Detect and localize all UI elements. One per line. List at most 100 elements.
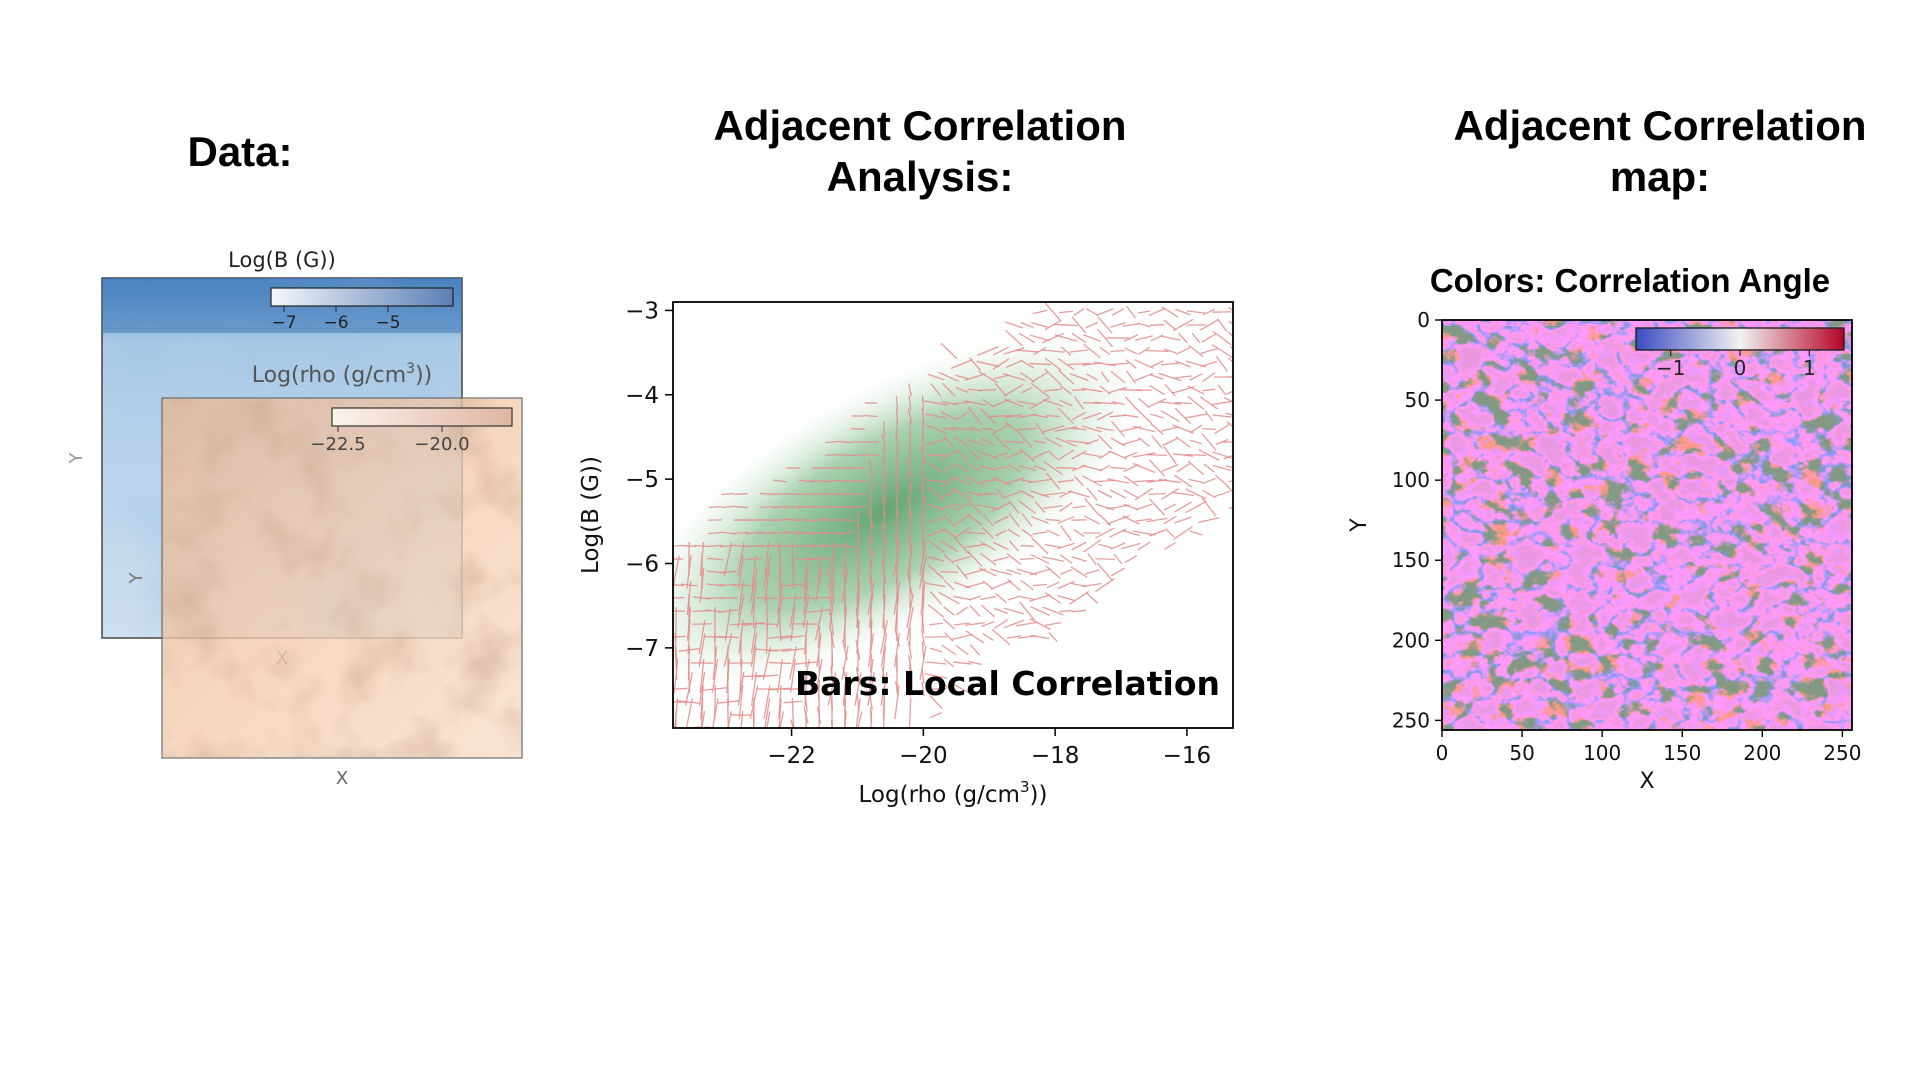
correlation-bar bbox=[842, 666, 848, 686]
correlation-bar bbox=[1109, 528, 1127, 538]
correlation-bar bbox=[925, 688, 947, 690]
correlation-bar bbox=[1004, 421, 1024, 437]
correlation-bar bbox=[1172, 424, 1194, 434]
correlation-bar bbox=[1227, 331, 1233, 338]
correlation-bar bbox=[954, 436, 970, 448]
correlation-bar bbox=[802, 659, 810, 693]
correlation-bar bbox=[1175, 436, 1191, 448]
correlation-bar bbox=[1184, 413, 1208, 419]
correlation-bar bbox=[1190, 439, 1202, 445]
correlation-bar bbox=[1158, 478, 1182, 484]
correlation-bar bbox=[1057, 580, 1075, 590]
correlation-bar bbox=[990, 580, 1012, 590]
correlation-bar bbox=[1108, 386, 1128, 394]
correlation-bar bbox=[1161, 306, 1179, 318]
correlation-bar bbox=[921, 681, 925, 697]
correlation-bar bbox=[978, 493, 998, 495]
map-x-tick-label: 100 bbox=[1583, 741, 1621, 765]
correlation-bar bbox=[943, 554, 955, 564]
correlation-bar bbox=[795, 661, 817, 665]
correlation-bar bbox=[1095, 503, 1115, 511]
correlation-bar bbox=[1108, 450, 1128, 460]
correlation-bar bbox=[1007, 528, 1021, 538]
correlation-bar bbox=[815, 659, 823, 693]
map-y-tick-label: 0 bbox=[1417, 308, 1430, 332]
correlation-bar bbox=[1086, 373, 1098, 381]
correlation-bar bbox=[1015, 621, 1039, 627]
correlation-bar bbox=[992, 346, 1010, 356]
correlation-bar bbox=[1202, 372, 1216, 382]
correlation-bar bbox=[1187, 460, 1205, 476]
correlation-bar bbox=[755, 674, 779, 678]
map-ylabel: Y bbox=[1347, 518, 1372, 533]
correlation-bar bbox=[1068, 591, 1090, 605]
map-x-tick-label: 200 bbox=[1743, 741, 1781, 765]
correlation-bar bbox=[881, 434, 887, 450]
correlation-bar bbox=[1032, 309, 1048, 315]
correlation-bar bbox=[731, 583, 751, 587]
correlation-bar bbox=[781, 635, 805, 639]
correlation-bar bbox=[829, 612, 835, 636]
correlation-bar bbox=[1057, 369, 1075, 385]
correlation-bar bbox=[1085, 321, 1099, 329]
correlation-bar bbox=[1071, 450, 1087, 460]
correlation-bar bbox=[1174, 501, 1192, 513]
analysis-annotation: Bars: Local Correlation bbox=[795, 664, 1220, 703]
correlation-bar bbox=[1151, 435, 1163, 449]
correlation-bar bbox=[908, 697, 912, 728]
correlation-bar bbox=[723, 542, 733, 576]
y-tick-label: −3 bbox=[625, 298, 659, 324]
correlation-bar bbox=[655, 597, 671, 598]
correlation-bar bbox=[1158, 372, 1182, 382]
correlation-bar bbox=[1083, 401, 1101, 405]
correlation-bar bbox=[673, 544, 683, 547]
correlation-bar bbox=[1059, 609, 1073, 613]
correlation-bar bbox=[980, 437, 996, 447]
correlation-bar bbox=[673, 635, 686, 638]
map-y-tick-label: 50 bbox=[1405, 388, 1430, 412]
correlation-bar bbox=[781, 648, 805, 652]
correlation-bar bbox=[883, 697, 886, 728]
correlation-bar bbox=[1071, 427, 1087, 431]
map-y-tick-label: 150 bbox=[1392, 548, 1430, 572]
correlation-bar bbox=[908, 496, 912, 518]
correlation-bar bbox=[1227, 357, 1233, 364]
correlation-bar bbox=[778, 606, 782, 642]
correlation-bar bbox=[855, 640, 861, 660]
correlation-bar bbox=[700, 697, 704, 728]
correlation-bar bbox=[1044, 388, 1062, 392]
correlation-bar bbox=[1007, 579, 1021, 591]
correlation-bar bbox=[796, 531, 816, 535]
map-x-tick-label: 150 bbox=[1663, 741, 1701, 765]
correlation-bar bbox=[950, 359, 974, 369]
b-colorbar bbox=[270, 287, 454, 307]
correlation-bar bbox=[1073, 307, 1085, 317]
correlation-bar bbox=[1004, 450, 1024, 460]
map-axes-frame bbox=[1441, 319, 1853, 731]
correlation-bar bbox=[1146, 517, 1168, 523]
correlation-bar bbox=[1083, 334, 1101, 342]
correlation-bar bbox=[943, 435, 955, 449]
correlation-bar bbox=[1030, 321, 1050, 329]
correlation-bar bbox=[779, 711, 785, 728]
correlation-bar bbox=[817, 554, 821, 590]
correlation-bar bbox=[828, 594, 836, 628]
correlation-bar bbox=[1072, 411, 1086, 421]
correlation-bar bbox=[789, 594, 797, 628]
correlation-bar bbox=[969, 644, 981, 656]
correlation-bar bbox=[1191, 332, 1201, 344]
correlation-bar bbox=[835, 531, 855, 535]
correlation-bar bbox=[952, 661, 972, 665]
correlation-bar bbox=[980, 479, 996, 483]
correlation-bar bbox=[928, 556, 944, 562]
analysis-xlabel: Log(rho (g/cm3)) bbox=[859, 778, 1048, 808]
correlation-bar bbox=[1133, 479, 1155, 483]
correlation-bar bbox=[764, 568, 770, 602]
correlation-bar bbox=[1005, 329, 1023, 347]
map-x-tick-label: 250 bbox=[1823, 741, 1861, 765]
correlation-bar bbox=[943, 579, 955, 591]
correlation-bar bbox=[1124, 452, 1138, 458]
correlation-bar bbox=[982, 398, 994, 408]
rho-xlabel: X bbox=[336, 768, 348, 789]
correlation-bar bbox=[1004, 440, 1024, 444]
